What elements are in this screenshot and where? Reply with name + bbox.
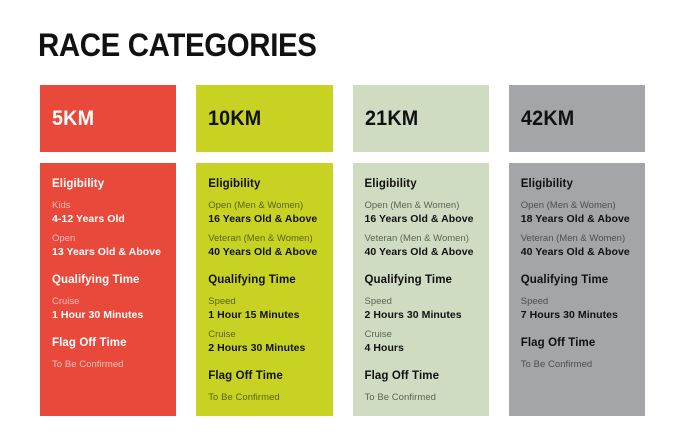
category-header-label: 5KM (52, 106, 95, 130)
info-entry: Veteran (Men & Women) 40 Years Old & Abov… (208, 233, 320, 259)
category-column-10km: 10KM Eligibility Open (Men & Women) 16 Year… (196, 85, 333, 416)
category-column-42km: 42KM Eligibility Open (Men & Women) 18 Year… (508, 85, 645, 416)
section-title: Flag Off Time (520, 337, 596, 349)
category-body-42km: Eligibility Open (Men & Women) 18 Years Ol… (508, 163, 645, 416)
entry-label: Kids (52, 200, 71, 211)
info-entry: Speed 7 Hours 30 Minutes (521, 296, 633, 322)
info-entry: Kids 4-12 Years Old (52, 200, 164, 226)
category-column-5km: 5KM Eligibility Kids 4-12 Years Old Open 13 Y… (40, 85, 177, 416)
section-title: Eligibility (208, 178, 261, 190)
entry-label: Cruise (364, 329, 392, 340)
info-entry: Speed 1 Hour 15 Minutes (208, 296, 320, 322)
column-divider-gap (509, 152, 645, 163)
section-title: Eligibility (364, 178, 417, 190)
entry-label: Speed (208, 296, 236, 307)
page-title: RACE CATEGORIES (38, 27, 317, 63)
category-body-5km: Eligibility Kids 4-12 Years Old Open 13 Year… (40, 163, 177, 416)
info-section: Eligibility Open (Men & Women) 18 Years Ol… (521, 177, 633, 259)
section-title: Qualifying Time (208, 274, 296, 286)
info-entry: Open (Men & Women) 16 Years Old & Above (208, 200, 320, 226)
entry-value: 16 Years Old & Above (364, 213, 474, 225)
entry-value: 2 Hours 30 Minutes (208, 342, 306, 354)
entry-value: To Be Confirmed (52, 359, 124, 370)
entry-value: 40 Years Old & Above (208, 246, 318, 258)
category-header-label: 42KM (520, 106, 575, 130)
info-entry: Open 13 Years Old & Above (52, 233, 164, 259)
entry-label: Open (Men & Women) (520, 200, 616, 211)
info-entry: Speed 2 Hours 30 Minutes (365, 296, 477, 322)
section-title: Eligibility (52, 178, 105, 190)
entry-label: Veteran (Men & Women) (364, 233, 469, 244)
info-entry: To Be Confirmed (365, 392, 477, 404)
category-header-21km[interactable]: 21KM (352, 85, 489, 152)
entry-label: Veteran (Men & Women) (208, 233, 313, 244)
info-entry: Open (Men & Women) 16 Years Old & Above (365, 200, 477, 226)
category-header-5km[interactable]: 5KM (40, 85, 177, 152)
entry-value: To Be Confirmed (520, 359, 593, 370)
column-divider-gap (40, 152, 176, 163)
column-divider-gap (353, 152, 489, 163)
entry-label: Open (52, 233, 76, 244)
category-header-42km[interactable]: 42KM (508, 85, 645, 152)
category-column-21km: 21KM Eligibility Open (Men & Women) 16 Year… (352, 85, 489, 416)
entry-value: 18 Years Old & Above (520, 213, 630, 225)
entry-value: 1 Hour 30 Minutes (52, 309, 144, 321)
entry-value: 40 Years Old & Above (520, 246, 630, 258)
info-entry: To Be Confirmed (52, 359, 164, 371)
entry-label: Open (Men & Women) (364, 200, 460, 211)
info-section: Qualifying Time Cruise 1 Hour 30 Minutes (52, 273, 164, 322)
entry-value: 13 Years Old & Above (52, 246, 161, 258)
entry-value: To Be Confirmed (364, 392, 437, 403)
category-body-10km: Eligibility Open (Men & Women) 16 Years Ol… (196, 163, 333, 416)
section-title: Qualifying Time (520, 274, 609, 286)
info-entry: To Be Confirmed (208, 392, 320, 404)
entry-value: 4-12 Years Old (52, 213, 125, 225)
info-section: Eligibility Open (Men & Women) 16 Years Ol… (365, 177, 477, 259)
section-title: Flag Off Time (52, 337, 127, 349)
entry-value: 7 Hours 30 Minutes (520, 309, 618, 321)
info-entry: Cruise 4 Hours (365, 329, 477, 355)
section-title: Eligibility (520, 178, 573, 190)
entry-label: Cruise (52, 296, 80, 307)
column-divider-gap (196, 152, 332, 163)
info-entry: Cruise 2 Hours 30 Minutes (208, 329, 320, 355)
entry-value: 1 Hour 15 Minutes (208, 309, 300, 321)
category-header-label: 21KM (364, 106, 418, 130)
section-title: Flag Off Time (364, 370, 440, 382)
entry-value: 2 Hours 30 Minutes (364, 309, 462, 321)
info-section: Qualifying Time Speed 2 Hours 30 Minutes Cr… (365, 273, 477, 355)
info-section: Eligibility Kids 4-12 Years Old Open 13 Year… (52, 177, 164, 259)
entry-value: To Be Confirmed (208, 392, 280, 403)
info-entry: Cruise 1 Hour 30 Minutes (52, 296, 164, 322)
info-section: Flag Off Time To Be Confirmed (521, 336, 633, 371)
info-section: Flag Off Time To Be Confirmed (208, 369, 320, 404)
entry-label: Open (Men & Women) (208, 200, 304, 211)
info-entry: To Be Confirmed (521, 359, 633, 371)
category-header-10km[interactable]: 10KM (196, 85, 333, 152)
category-body-21km: Eligibility Open (Men & Women) 16 Years Ol… (352, 163, 489, 416)
info-section: Flag Off Time To Be Confirmed (52, 336, 164, 371)
section-title: Qualifying Time (52, 274, 140, 286)
info-entry: Open (Men & Women) 18 Years Old & Above (521, 200, 633, 226)
section-title: Qualifying Time (364, 274, 453, 286)
info-section: Flag Off Time To Be Confirmed (365, 369, 477, 404)
info-entry: Veteran (Men & Women) 40 Years Old & Abov… (365, 233, 477, 259)
entry-label: Cruise (208, 329, 236, 340)
info-section: Qualifying Time Speed 1 Hour 15 Minutes Cru… (208, 273, 320, 355)
entry-label: Speed (520, 296, 549, 307)
info-section: Eligibility Open (Men & Women) 16 Years Ol… (208, 177, 320, 259)
entry-value: 40 Years Old & Above (364, 246, 474, 258)
section-title: Flag Off Time (208, 370, 283, 382)
info-section: Qualifying Time Speed 7 Hours 30 Minutes (521, 273, 633, 322)
entry-value: 16 Years Old & Above (208, 213, 318, 225)
entry-value: 4 Hours (364, 342, 404, 354)
category-columns: 5KM Eligibility Kids 4-12 Years Old Open 13 Y… (40, 85, 645, 416)
category-header-label: 10KM (208, 106, 262, 130)
entry-label: Veteran (Men & Women) (520, 233, 626, 244)
info-entry: Veteran (Men & Women) 40 Years Old & Abov… (521, 233, 633, 259)
entry-label: Speed (364, 296, 392, 307)
